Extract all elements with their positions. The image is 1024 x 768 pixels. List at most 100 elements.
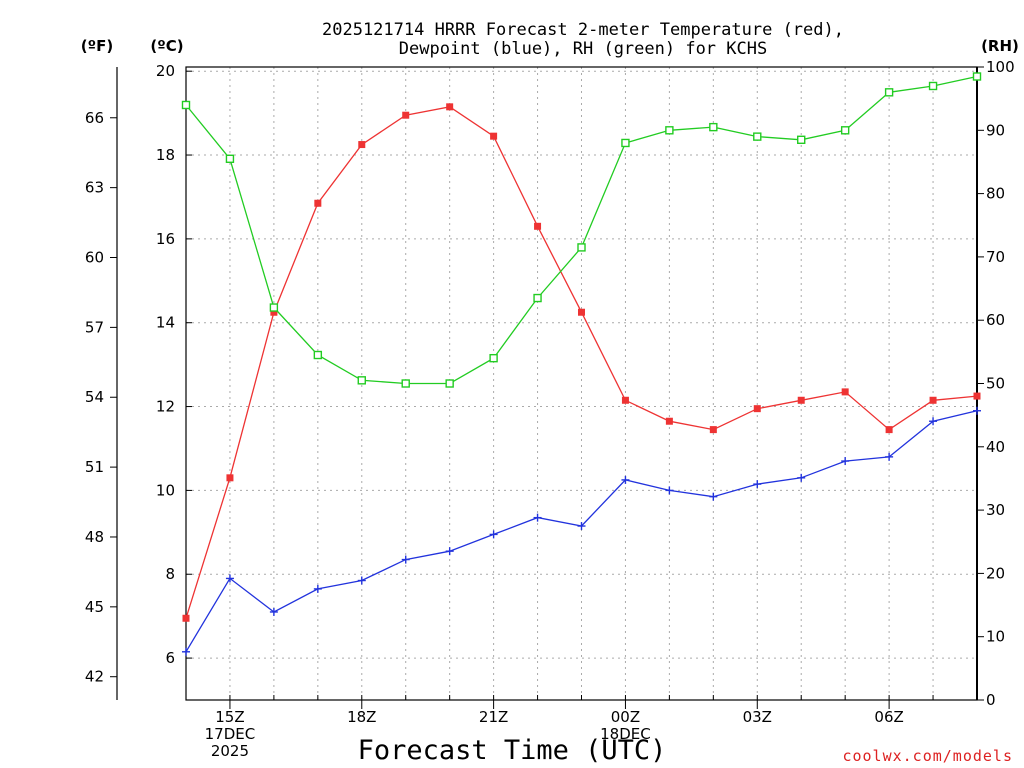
temperature-point	[314, 199, 322, 207]
fahrenheit-tick-label: 42	[85, 668, 104, 686]
celsius-tick-label: 16	[156, 230, 175, 248]
temperature-point	[621, 396, 629, 404]
celsius-tick-label: 12	[156, 398, 175, 416]
rh-point	[928, 81, 938, 91]
credit-label: coolwx.com/models	[842, 747, 1013, 765]
x-tick-label: 18DEC	[600, 725, 651, 743]
x-tick-label: 06Z	[874, 708, 903, 726]
rh-point	[181, 100, 191, 110]
fahrenheit-tick-label: 54	[85, 388, 104, 406]
temperature-point	[402, 111, 410, 119]
celsius-tick-label: 6	[165, 649, 175, 667]
x-axis-title: Forecast Time (UTC)	[358, 735, 667, 766]
rh-point	[445, 379, 454, 388]
rh-tick-label: 0	[986, 691, 996, 709]
chart-title-line-1: 2025121714 HRRR Forecast 2-meter Tempera…	[322, 20, 844, 40]
celsius-unit-label: (ºC)	[150, 37, 183, 55]
rh-tick-label: 70	[986, 248, 1005, 266]
rh-tick-label: 10	[986, 628, 1005, 646]
rh-point	[753, 132, 762, 141]
dewpoint-point	[313, 584, 322, 593]
rh-unit-label: (RH)	[981, 37, 1019, 55]
rh-point	[401, 379, 410, 388]
dewpoint-point	[885, 452, 894, 461]
rh-point	[840, 126, 850, 135]
chart-title-line-2: Dewpoint (blue), RH (green) for KCHS	[399, 39, 767, 59]
dewpoint-point	[973, 406, 981, 415]
dewpoint-point	[533, 513, 542, 522]
temperature-point	[973, 392, 981, 400]
dewpoint-point	[269, 607, 278, 616]
x-tick-label: 15Z	[215, 708, 244, 726]
rh-point	[797, 135, 806, 144]
celsius-tick-label: 18	[156, 146, 175, 164]
rh-point	[489, 353, 498, 363]
rh-point	[972, 72, 982, 81]
temperature-point	[841, 388, 849, 396]
dewpoint-point	[841, 457, 850, 466]
dewpoint-point	[401, 555, 410, 564]
plot-frame	[185, 66, 978, 701]
x-tick-label: 18Z	[347, 708, 376, 726]
rh-tick-label: 100	[986, 58, 1015, 76]
axes: 4245485154576063666810121416182001020304…	[85, 58, 1015, 760]
temperature-point	[797, 396, 805, 404]
dewpoint-point	[445, 547, 454, 556]
temperature-point	[885, 426, 893, 434]
series-layer	[181, 72, 982, 656]
dewpoint-point	[357, 576, 366, 585]
temperature-point	[226, 474, 234, 482]
dewpoint-point	[709, 492, 718, 501]
temperature-point	[270, 308, 278, 316]
rh-point	[533, 293, 542, 303]
rh-tick-label: 20	[986, 564, 1005, 582]
rh-tick-label: 90	[986, 121, 1005, 139]
rh-point	[269, 303, 279, 312]
rh-tick-label: 80	[986, 185, 1005, 203]
fahrenheit-tick-label: 48	[85, 528, 104, 546]
fahrenheit-tick-label: 63	[85, 179, 104, 197]
temperature-point	[446, 103, 454, 111]
temperature-point	[358, 141, 366, 149]
x-tick-label: 2025	[211, 742, 249, 760]
temperature-point	[578, 308, 585, 316]
dewpoint-point	[225, 574, 234, 583]
x-tick-label: 00Z	[611, 708, 640, 726]
rh-point	[225, 154, 235, 163]
fahrenheit-tick-label: 45	[85, 598, 104, 616]
rh-point	[621, 138, 630, 148]
rh-point	[665, 126, 674, 135]
dewpoint-point	[621, 475, 630, 484]
temperature-point	[490, 132, 498, 140]
rh-point	[313, 350, 323, 360]
fahrenheit-unit-label: (ºF)	[81, 37, 113, 55]
rh-point	[577, 243, 586, 252]
temperature-point	[534, 222, 542, 230]
x-tick-label: 03Z	[743, 708, 772, 726]
rh-tick-label: 30	[986, 501, 1005, 519]
rh-point	[709, 122, 718, 132]
fahrenheit-tick-label: 66	[85, 109, 104, 127]
dewpoint-point	[797, 473, 806, 482]
dewpoint-point	[929, 417, 938, 426]
celsius-tick-label: 8	[165, 565, 175, 583]
x-tick-label: 17DEC	[205, 725, 256, 743]
celsius-tick-label: 20	[156, 62, 175, 80]
celsius-tick-label: 10	[156, 481, 175, 499]
dewpoint-point	[489, 530, 498, 539]
dewpoint-point	[753, 480, 762, 489]
rh-point	[357, 376, 366, 385]
fahrenheit-tick-label: 51	[85, 458, 104, 476]
temperature-point	[753, 405, 761, 413]
rh-tick-label: 40	[986, 438, 1005, 456]
fahrenheit-tick-label: 57	[85, 318, 104, 336]
grid-lines	[186, 67, 977, 700]
temperature-point	[182, 614, 190, 622]
temperature-point	[709, 426, 717, 434]
temperature-point	[929, 396, 937, 404]
temperature-point	[665, 417, 673, 425]
celsius-tick-label: 14	[156, 314, 175, 332]
dewpoint-point	[665, 486, 674, 495]
fahrenheit-tick-label: 60	[85, 249, 104, 267]
